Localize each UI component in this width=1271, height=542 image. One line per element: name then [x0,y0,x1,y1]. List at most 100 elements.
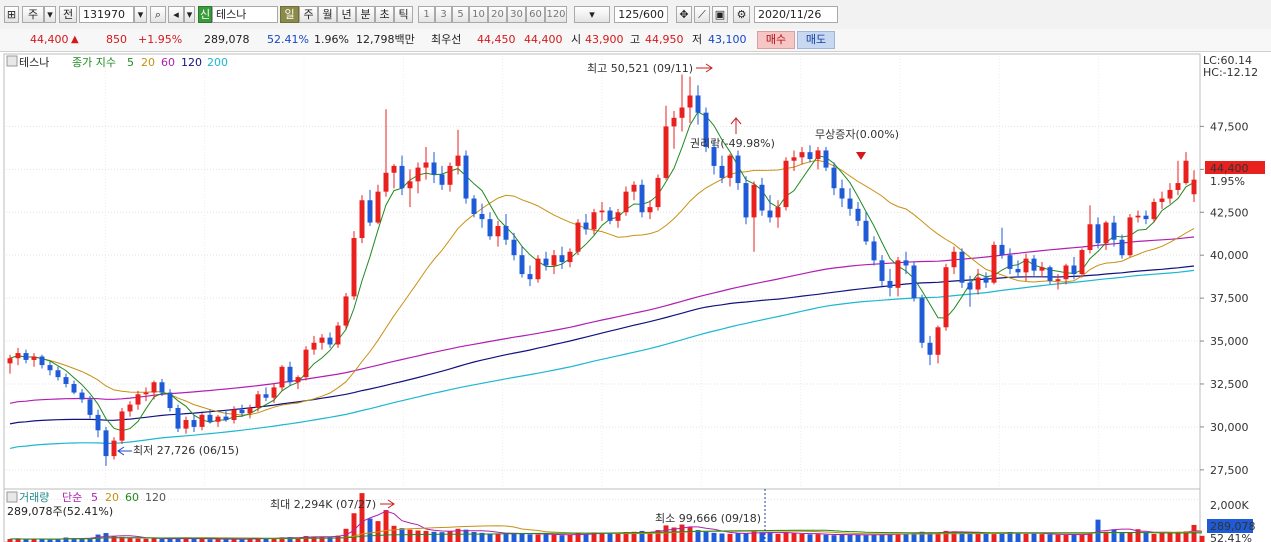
high-arrow-icon [696,63,713,73]
candle-body-93 [751,184,757,218]
candle-body-100 [807,152,813,160]
count-display-field[interactable]: 125/600 [614,6,668,23]
save-icon[interactable]: ▣ [712,6,728,23]
candle-body-103 [831,167,837,189]
volume-bar-137 [1103,531,1109,542]
candle-body-132 [1063,265,1069,280]
sell-button[interactable]: 매도 [797,31,835,49]
candle-body-33 [271,387,277,398]
legend-menu-icon[interactable] [6,55,18,67]
volume-bar-103 [831,535,837,542]
market-label: 주 [27,8,39,21]
volume-bar-54 [439,532,445,542]
candle-body-114 [919,298,925,343]
interval-button-5[interactable]: 30 [507,6,526,23]
volume-bar-62 [503,533,509,542]
period-button-1[interactable]: 주 [299,6,318,23]
candle-body-113 [911,265,917,299]
speaker-dropdown-icon[interactable]: ▾ [184,6,195,23]
market-dropdown-icon[interactable]: ▾ [44,6,56,23]
stock-code-input[interactable]: 131970 [79,6,134,23]
best-ask-price: 44,450 [477,33,516,46]
chart-menu-icon[interactable]: ⊞ [4,6,19,23]
price-change-percent: +1.95% [138,33,183,46]
candle-body-125 [1007,255,1013,269]
candle-body-137 [1103,222,1109,244]
crosshair-tool-icon[interactable]: ✥ [676,6,692,23]
candle-body-118 [951,251,957,268]
volume-bar-146 [1175,531,1181,542]
volume-legend-ma-20: 20 [105,491,119,504]
volume-bar-55 [447,530,453,542]
type-label: 전 [62,8,74,21]
speaker-icon[interactable]: ◂ [168,6,184,23]
volume-bar-30 [247,538,253,542]
volume-bar-100 [807,534,813,542]
candle-body-115 [927,342,933,355]
open-price: 43,900 [585,33,624,46]
stock-name-field[interactable]: 테스나 [212,6,278,23]
date-range-dropdown[interactable]: ▾ [574,6,610,23]
candle-body-112 [903,260,909,266]
candle-body-117 [943,267,949,328]
period-button-6[interactable]: 틱 [394,6,413,23]
interval-button-7[interactable]: 120 [545,6,567,23]
current-price: 44,400 [30,33,69,46]
candle-body-24 [199,414,205,427]
period-button-5[interactable]: 초 [375,6,394,23]
volume-bar-133 [1071,534,1077,542]
period-button-4[interactable]: 분 [356,6,375,23]
change-arrow-icon: ▲ [71,34,79,45]
date-input[interactable]: 2020/11/26 [754,6,838,23]
candle-body-1 [15,353,21,359]
period-button-2[interactable]: 월 [318,6,337,23]
buy-button[interactable]: 매수 [757,31,795,49]
volume-bar-32 [263,538,269,542]
volume-value: 289,078 [204,33,250,46]
candle-body-88 [711,147,717,166]
period-button-3[interactable]: 년 [337,6,356,23]
open-label: 시 [571,33,582,46]
volume-bar-80 [647,532,653,542]
volume-bar-97 [783,532,789,542]
period-button-0[interactable]: 일 [280,6,299,23]
line-tool-icon[interactable]: ⟋ [694,6,710,23]
volume-bar-22 [183,538,189,542]
candle-body-82 [663,126,669,178]
candle-body-4 [39,356,45,366]
volume-bar-87 [703,531,709,542]
interval-button-3[interactable]: 10 [469,6,488,23]
stock-chart[interactable]: 27,500 30,000 32,500 35,000 37,500 40,000 42,5… [0,52,1271,542]
volume-bar-98 [791,533,797,542]
interval-button-0[interactable]: 1 [418,6,435,23]
type-select[interactable]: 전 [59,6,77,23]
interval-button-4[interactable]: 20 [488,6,507,23]
high-annotation: 최고 50,521 (09/11) [587,62,693,75]
volume-bar-115 [927,532,933,542]
candle-body-64 [519,255,525,275]
volume-bar-111 [895,533,901,542]
legend-ma-200: 200 [207,56,228,69]
candle-body-7 [63,377,69,384]
volume-legend-menu-icon[interactable] [6,491,18,503]
candle-body-26 [215,416,221,422]
volume-bar-85 [687,527,693,542]
interval-button-1[interactable]: 3 [435,6,452,23]
trading-amount: 12,798백만 [356,33,415,46]
gear-icon[interactable]: ⚙ [733,6,750,23]
candle-body-46 [375,191,381,223]
volume-bar-76 [615,533,621,542]
stock-code-dropdown-icon[interactable]: ▾ [134,6,147,23]
volume-bar-88 [711,532,717,542]
interval-button-2[interactable]: 5 [452,6,469,23]
candle-body-110 [887,280,893,288]
stock-code-value: 131970 [83,8,125,21]
search-icon[interactable]: ⌕ [150,6,166,23]
volume-bar-89 [719,533,725,542]
interval-button-6[interactable]: 60 [526,6,545,23]
market-select[interactable]: 주 [22,6,44,23]
volume-bar-74 [599,532,605,542]
ex-rights-arrow-icon [730,117,742,134]
low-annotation: 최저 27,726 (06/15) [133,444,239,457]
candle-body-6 [55,370,61,378]
